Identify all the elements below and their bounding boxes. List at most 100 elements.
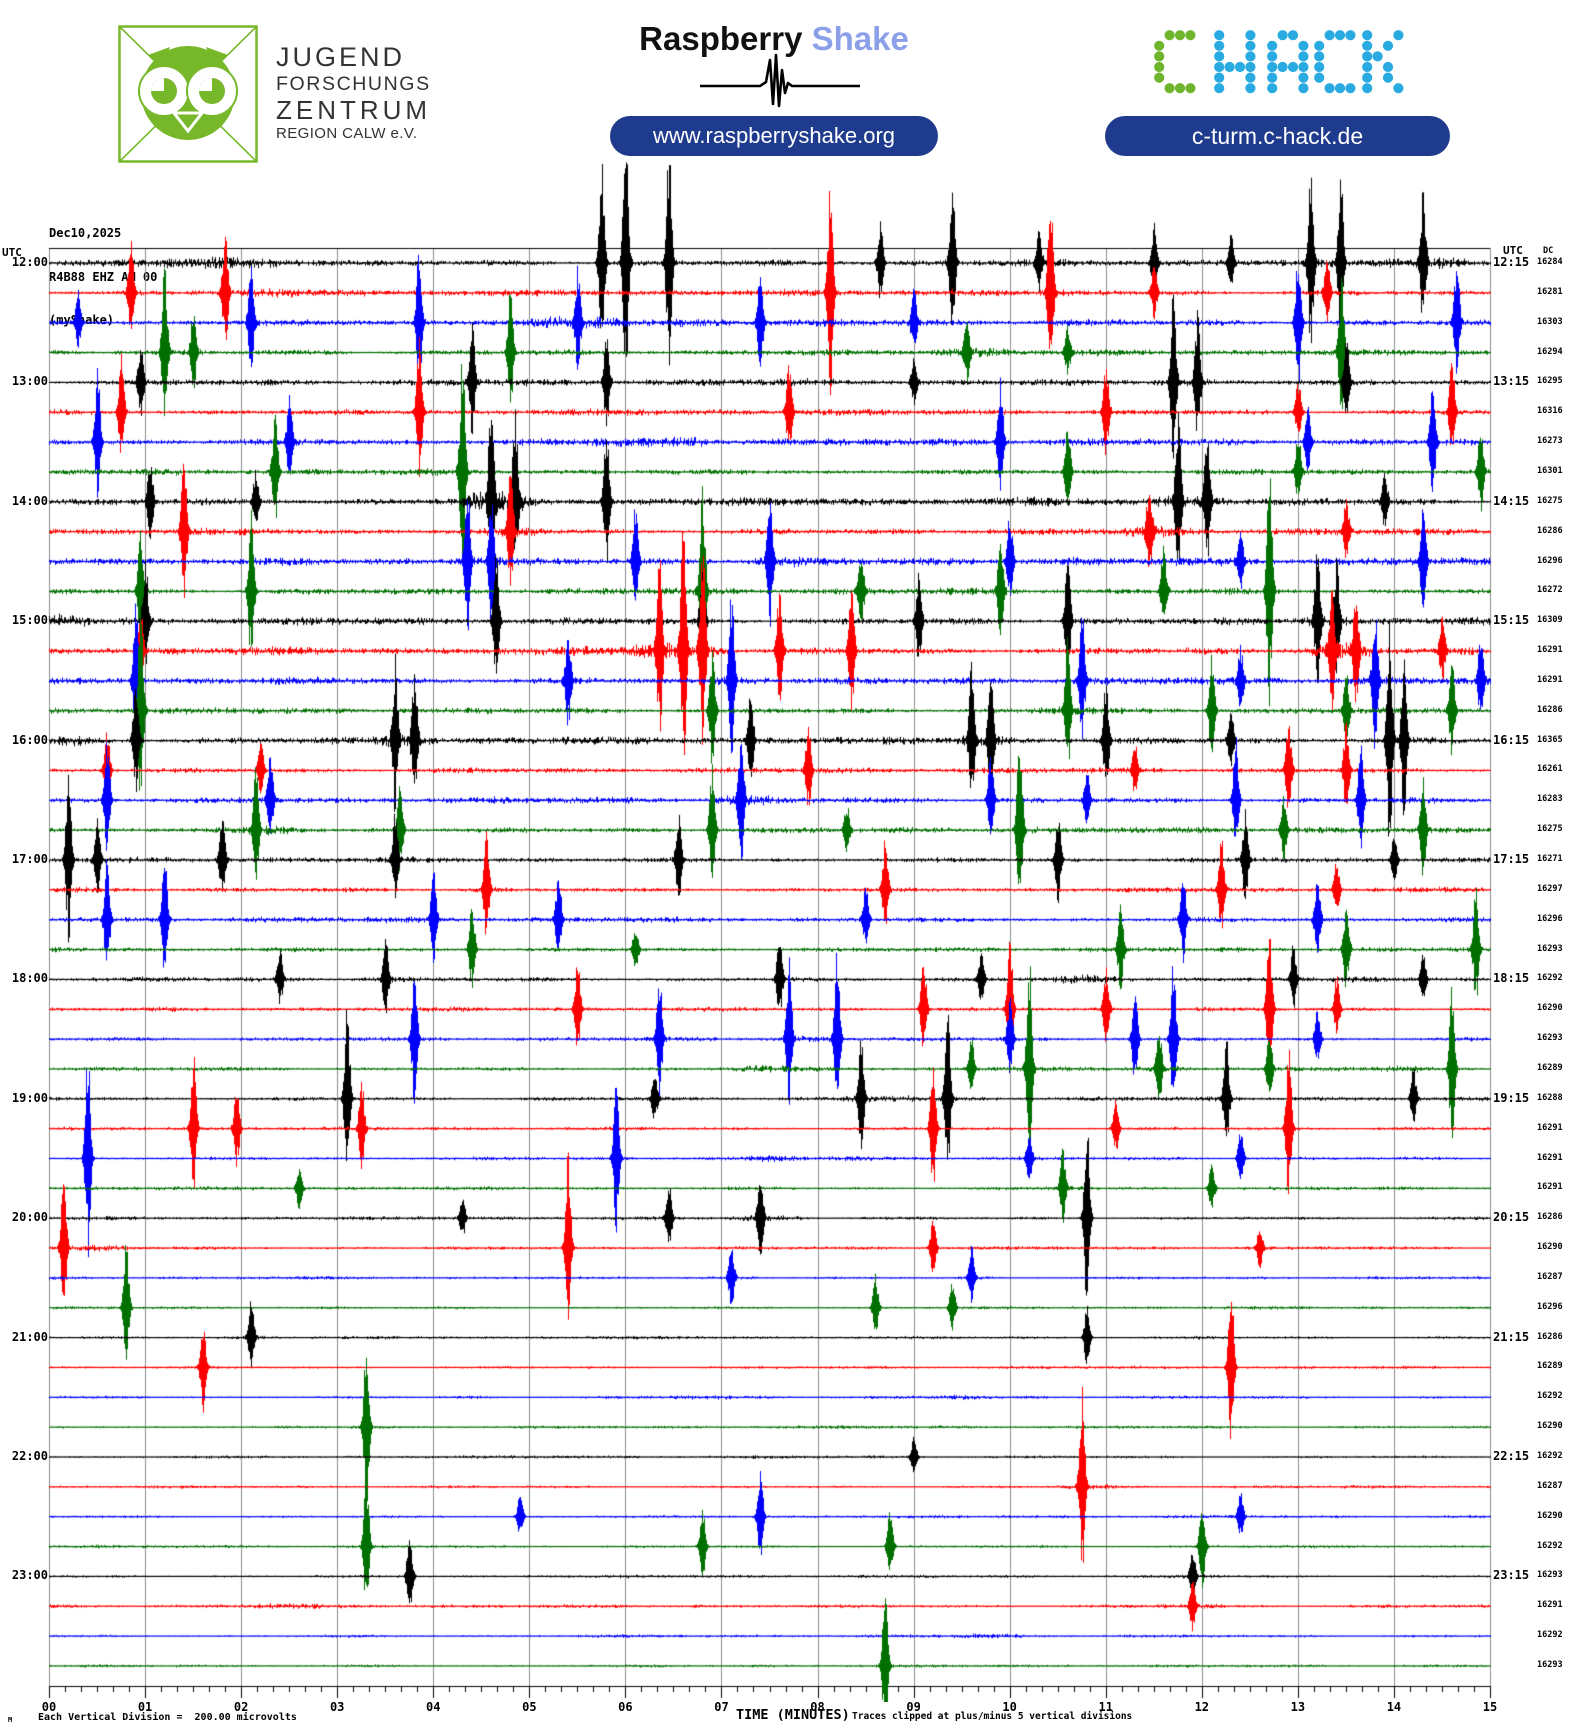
raspberry-shake-word2: Shake [811, 20, 909, 57]
x-axis-tick-label: 15 [1482, 1700, 1498, 1714]
dc-offset-value: 16275 [1537, 824, 1563, 835]
dc-offset-value: 16292 [1537, 1391, 1563, 1402]
dc-offset-value: 16291 [1537, 1152, 1563, 1163]
dc-offset-value: 16290 [1537, 1510, 1563, 1521]
left-time-label: 14:00 [11, 493, 48, 508]
dc-offset-value: 16297 [1537, 883, 1563, 894]
left-time-label: 21:00 [11, 1329, 48, 1344]
dc-offset-value: 16291 [1537, 1122, 1563, 1133]
dc-offset-value: 16290 [1537, 1421, 1563, 1432]
dc-offset-value: 16286 [1537, 1212, 1563, 1223]
x-axis-tick-label: 04 [426, 1700, 441, 1714]
dc-offset-value: 16291 [1537, 1182, 1563, 1193]
dc-offset-value: 16365 [1537, 734, 1563, 745]
dc-offset-value: 16292 [1537, 1451, 1563, 1461]
dc-offset-value: 16301 [1537, 465, 1563, 476]
dc-offset-value: 16275 [1537, 495, 1563, 506]
helicorder-plot-canvas [0, 90, 1570, 1702]
left-time-label: 17:00 [11, 852, 48, 866]
dc-offset-value: 16291 [1537, 1600, 1563, 1611]
dc-offset-value: 16289 [1537, 1062, 1563, 1073]
utc-left-header: UTC [2, 246, 22, 259]
raspberry-shake-wordmark: Raspberry Shake [600, 20, 948, 58]
dc-offset-value: 16295 [1537, 376, 1563, 387]
dc-offset-value: 16289 [1537, 1361, 1563, 1372]
x-axis-tick-label: 11 [1098, 1700, 1113, 1714]
dc-offset-value: 16288 [1537, 1092, 1563, 1103]
right-time-label: 16:15 [1493, 732, 1530, 747]
dc-offset-value: 16292 [1537, 1540, 1563, 1551]
left-time-label: 16:00 [11, 732, 48, 747]
dc-offset-value: 16271 [1537, 854, 1563, 864]
right-time-label: 20:15 [1493, 1210, 1530, 1225]
dc-offset-value: 16296 [1537, 913, 1563, 924]
dc-offset-value: 16283 [1537, 794, 1563, 805]
raspberry-shake-word1: Raspberry [639, 20, 812, 57]
scale-note: Each Vertical Division = 200.00 microvol… [38, 1712, 297, 1723]
dc-offset-value: 16290 [1537, 1242, 1563, 1253]
dc-offset-value: 16284 [1537, 257, 1563, 267]
right-time-label: 23:15 [1493, 1568, 1530, 1583]
left-time-label: 15:00 [11, 613, 48, 628]
dc-offset-value: 16291 [1537, 645, 1563, 656]
right-time-label: 14:15 [1493, 493, 1530, 508]
x-axis-tick-label: 14 [1386, 1700, 1402, 1714]
right-time-label: 15:15 [1493, 613, 1530, 628]
x-axis-tick-label: 10 [1002, 1700, 1017, 1714]
x-axis-tick-label: 05 [522, 1700, 537, 1714]
left-time-label: 22:00 [11, 1449, 48, 1463]
dc-offset-value: 16291 [1537, 674, 1563, 685]
left-time-label: 18:00 [11, 971, 48, 986]
x-axis-tick-label: 07 [714, 1700, 729, 1714]
dc-offset-value: 16286 [1537, 704, 1563, 715]
dc-offset-value: 16290 [1537, 1003, 1563, 1014]
x-axis-tick-label: 12 [1194, 1700, 1210, 1714]
dc-offset-value: 16272 [1537, 585, 1563, 596]
dc-offset-value: 16316 [1537, 406, 1563, 417]
corner-mark: M [8, 1716, 13, 1724]
x-axis-tick-label: 02 [233, 1700, 249, 1714]
dc-offset-value: 16287 [1537, 1480, 1563, 1491]
right-time-label: 18:15 [1493, 971, 1530, 986]
c-hack-logo-icon [1154, 30, 1404, 94]
x-axis-tick-label: 13 [1290, 1700, 1306, 1714]
x-axis-tick-label: 06 [618, 1700, 633, 1714]
left-time-label: 13:00 [11, 374, 48, 389]
right-time-label: 21:15 [1493, 1329, 1530, 1344]
dc-offset-value: 16273 [1537, 436, 1563, 447]
dc-offset-value: 16293 [1537, 943, 1563, 954]
x-axis-title: TIME (MINUTES) [736, 1707, 850, 1723]
dc-offset-value: 16292 [1537, 1630, 1563, 1641]
dc-offset-value: 16296 [1537, 555, 1563, 566]
left-time-label: 19:00 [11, 1090, 48, 1105]
dc-offset-value: 16286 [1537, 525, 1563, 536]
left-time-label: 20:00 [11, 1210, 48, 1225]
clip-note: Traces clipped at plus/minus 5 vertical … [852, 1711, 1133, 1722]
x-axis-tick-label: 00 [41, 1700, 57, 1714]
x-axis-tick-label: 01 [137, 1700, 153, 1714]
dc-offset-value: 16293 [1537, 1659, 1563, 1670]
dc-offset-value: 16293 [1537, 1033, 1563, 1044]
right-time-label: 12:15 [1493, 255, 1530, 269]
dc-offset-value: 16294 [1537, 346, 1563, 357]
x-axis-tick-label: 09 [906, 1700, 921, 1714]
dc-offset-value: 16281 [1537, 286, 1563, 297]
dc-offset-value: 16309 [1537, 615, 1563, 626]
dc-offset-value: 16286 [1537, 1331, 1563, 1342]
dc-offset-value: 16292 [1537, 973, 1563, 984]
left-time-label: 23:00 [11, 1568, 48, 1583]
right-time-label: 22:15 [1493, 1449, 1530, 1463]
right-time-label: 19:15 [1493, 1090, 1530, 1105]
dc-offset-value: 16293 [1537, 1570, 1563, 1581]
dc-offset-value: 16261 [1537, 764, 1563, 775]
seismic-wave-icon [700, 53, 860, 108]
dc-offset-value: 16303 [1537, 316, 1563, 327]
utc-right-header: UTC [1503, 244, 1523, 257]
dc-offset-value: 16296 [1537, 1301, 1563, 1312]
x-axis-tick-label: 08 [810, 1700, 825, 1714]
dc-offset-value: 16287 [1537, 1271, 1563, 1282]
jfz-line1: JUGEND [276, 42, 406, 72]
x-axis-tick-label: 03 [329, 1700, 345, 1714]
left-time-label: 12:00 [11, 255, 48, 269]
